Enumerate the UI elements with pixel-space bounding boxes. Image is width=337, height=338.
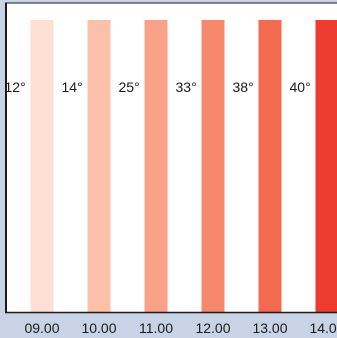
bar-13-00 bbox=[258, 20, 282, 312]
bar-14-00 bbox=[315, 20, 337, 312]
bar-11-00 bbox=[144, 20, 168, 312]
bar-10-00 bbox=[87, 20, 111, 312]
x-tick-label-13-00: 13.00 bbox=[252, 320, 287, 336]
value-labels: 12° 14° 25° 33° 38° 40° bbox=[5, 79, 311, 95]
value-label-09-00: 12° bbox=[5, 79, 26, 95]
x-tick-label-14-00: 14.00 bbox=[309, 320, 337, 336]
value-label-11-00: 25° bbox=[119, 79, 140, 95]
bars bbox=[30, 20, 337, 312]
x-tick-label-10-00: 10.00 bbox=[81, 320, 116, 336]
value-label-14-00: 40° bbox=[290, 79, 311, 95]
value-label-12-00: 33° bbox=[176, 79, 197, 95]
bar-09-00 bbox=[30, 20, 54, 312]
x-tick-label-11-00: 11.00 bbox=[139, 320, 173, 336]
value-label-10-00: 14° bbox=[62, 79, 83, 95]
x-tick-labels: 09.00 10.00 11.00 12.00 13.00 14.00 bbox=[24, 320, 337, 336]
x-tick-label-09-00: 09.00 bbox=[24, 320, 59, 336]
x-tick-label-12-00: 12.00 bbox=[195, 320, 230, 336]
plot-area bbox=[5, 3, 337, 313]
value-label-13-00: 38° bbox=[233, 79, 254, 95]
bar-12-00 bbox=[201, 20, 225, 312]
